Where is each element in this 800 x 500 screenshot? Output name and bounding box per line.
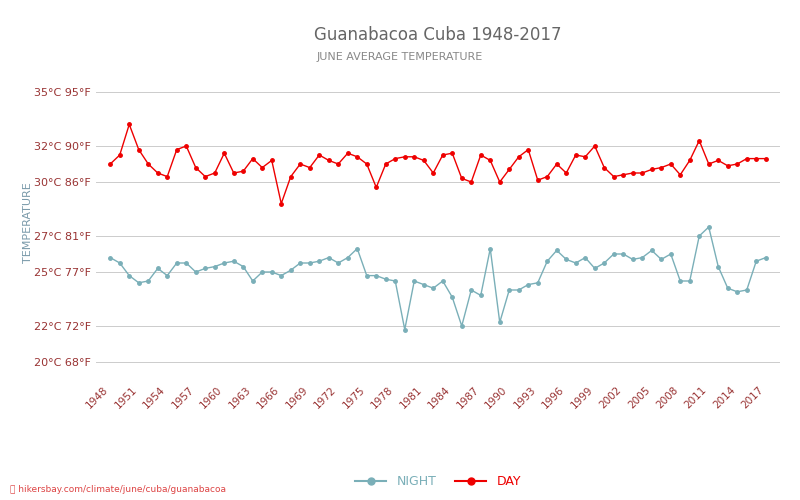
DAY: [400, 154, 410, 160]
DAY: [267, 158, 277, 164]
NIGHT: [400, 326, 410, 332]
DAY: [761, 156, 770, 162]
NIGHT: [258, 269, 267, 275]
Legend: NIGHT, DAY: NIGHT, DAY: [350, 470, 526, 494]
DAY: [685, 158, 694, 164]
Text: JUNE AVERAGE TEMPERATURE: JUNE AVERAGE TEMPERATURE: [317, 52, 483, 62]
Line: NIGHT: NIGHT: [109, 226, 767, 332]
NIGHT: [305, 260, 314, 266]
Title: Guanabacoa Cuba 1948-2017: Guanabacoa Cuba 1948-2017: [314, 26, 562, 44]
NIGHT: [191, 269, 201, 275]
NIGHT: [476, 292, 486, 298]
DAY: [277, 200, 286, 206]
NIGHT: [704, 224, 714, 230]
NIGHT: [675, 278, 685, 284]
Text: 📍 hikersbay.com/climate/june/cuba/guanabacoa: 📍 hikersbay.com/climate/june/cuba/guanab…: [10, 485, 226, 494]
Line: DAY: DAY: [109, 122, 767, 206]
DAY: [324, 158, 334, 164]
NIGHT: [106, 254, 115, 260]
DAY: [106, 161, 115, 167]
NIGHT: [381, 276, 390, 282]
NIGHT: [761, 254, 770, 260]
DAY: [201, 174, 210, 180]
DAY: [486, 158, 495, 164]
Y-axis label: TEMPERATURE: TEMPERATURE: [23, 182, 34, 263]
DAY: [125, 122, 134, 128]
